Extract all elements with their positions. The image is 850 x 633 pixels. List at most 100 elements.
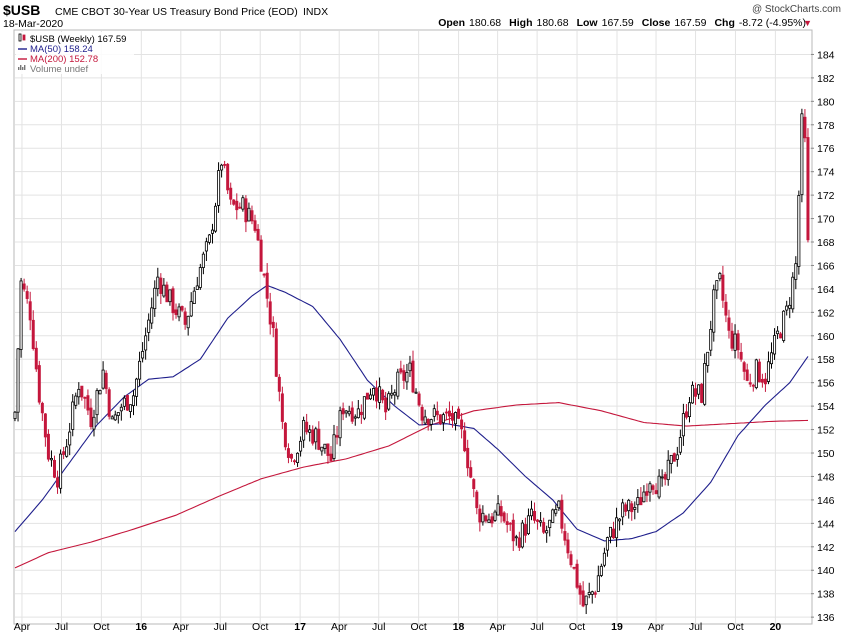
ma200-line [14,402,809,569]
y-tick-label: 148 [817,471,835,483]
x-tick-label: Jul [530,621,543,633]
candle-body [368,394,372,400]
candle-body [709,328,713,351]
candle-body [65,446,69,457]
candle-body [101,369,105,389]
candle-body [657,475,661,498]
candle-body [511,519,515,542]
candle-body [514,536,518,539]
candle-body [724,301,728,316]
ma200-group [14,402,809,569]
candle-body [484,515,488,522]
candle-body [296,452,300,463]
y-tick-label: 174 [817,167,835,179]
candle-body [426,418,430,425]
x-tick-label: Apr [14,621,31,633]
x-tick-label: Apr [648,621,665,633]
candle-body [71,401,75,430]
candle-body [739,351,743,360]
candle-body [520,522,524,548]
candle-body [691,384,695,404]
candle-body [332,434,336,459]
candle-body [763,378,767,385]
y-tick-label: 176 [817,143,835,155]
candle-body [542,522,546,533]
candle-body [177,306,181,318]
y-tick-label: 142 [817,542,835,554]
x-tick-label: Apr [489,621,506,633]
candle-body [615,517,619,539]
candle-body [277,376,281,392]
candle-body [375,387,379,402]
y-tick-label: 164 [817,284,835,296]
y-tick-label: 180 [817,96,835,108]
chart-description: CME CBOT 30-Year US Treasury Bond Price … [55,6,298,18]
candle-body [423,416,427,424]
candle-body [627,499,631,512]
y-tick-label: 140 [817,565,835,577]
candle-body [715,280,719,291]
candle-body [280,393,284,422]
candle-body [92,416,96,430]
candle-body [107,389,111,417]
candle-body [788,304,792,309]
candle-body [104,372,108,390]
candle-body [226,163,230,191]
legend-volume-icon [20,65,22,70]
y-tick-label: 136 [817,612,835,624]
x-tick-label: 19 [611,621,623,633]
candle-body [253,220,257,231]
y-tick-label: 146 [817,495,835,507]
y-tick-label: 162 [817,307,835,319]
candle-body [742,362,746,372]
candle-body [754,359,758,389]
candle-body [602,552,606,566]
candle-body [125,395,129,411]
candle-body [672,453,676,462]
candle-body [350,407,354,422]
candle-body [684,411,688,418]
candle-body [128,404,132,412]
candle-body [639,497,643,506]
candle-body [98,390,102,395]
candle-body [314,428,318,443]
x-tick-label: Oct [569,621,585,633]
x-tick-label: Apr [331,621,348,633]
x-tick-label: Oct [252,621,268,633]
candle-body [575,563,579,588]
candle-body [581,590,585,607]
candle-body [311,429,315,444]
candle-body [493,511,497,521]
y-tick-label: 158 [817,354,835,366]
candle-body [718,273,722,280]
candle-body [460,419,464,430]
candle-body [608,526,612,538]
legend-volume-icon [24,65,26,70]
candle-body [56,477,60,488]
candle-body [463,430,467,452]
x-tick-label: 20 [770,621,782,633]
candle-body [207,234,211,243]
candle-body [441,414,445,424]
candle-body [198,267,202,288]
candle-body [135,378,139,397]
y-tick-label: 178 [817,120,835,132]
x-tick-label: Jul [689,621,702,633]
candle-body [359,411,363,416]
candle-body [675,454,679,460]
chart-symbol: $USB [3,2,40,18]
candle-body [508,522,512,525]
candle-body [265,272,269,299]
candle-body [678,437,682,453]
candle-body [86,395,90,411]
y-tick-label: 152 [817,425,835,437]
quote-label-open: Open [438,17,465,29]
candle-body [551,509,555,523]
quote-label-high: High [509,17,532,29]
candle-body [271,321,275,329]
candle-body [444,411,448,414]
candle-body [302,420,306,441]
candle-body [523,524,527,536]
candle-body [730,330,734,349]
